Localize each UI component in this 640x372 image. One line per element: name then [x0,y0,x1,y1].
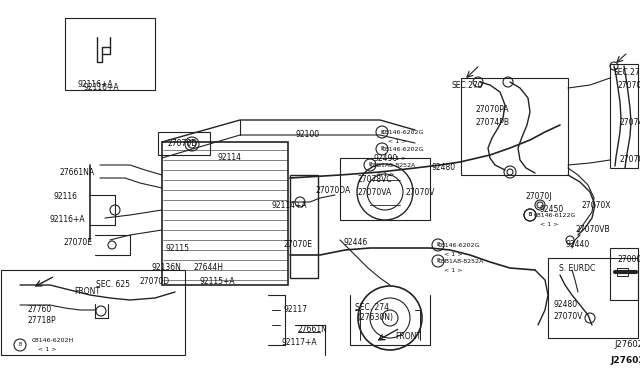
Text: 92116+A: 92116+A [84,83,120,92]
Text: 92480: 92480 [554,300,578,309]
Text: 08146-6202G: 08146-6202G [382,130,424,135]
Text: 92100: 92100 [295,130,319,139]
Text: 08B1A8-8252A: 08B1A8-8252A [370,163,416,168]
Text: 92115: 92115 [165,244,189,253]
Text: 27718P: 27718P [27,316,56,325]
Text: 27070VB: 27070VB [618,81,640,90]
Text: 08B1A8-8252A: 08B1A8-8252A [438,259,484,264]
Text: 08146-6122G: 08146-6122G [534,213,577,218]
Text: B: B [19,343,22,347]
Text: FRONT: FRONT [395,332,421,341]
Text: 27070VB: 27070VB [575,225,610,234]
Text: 27070X: 27070X [619,155,640,164]
Text: 27070V: 27070V [554,312,584,321]
Text: 92117: 92117 [284,305,308,314]
Text: B: B [528,212,532,218]
Bar [1,270,185,355]
Text: 92116: 92116 [54,192,78,201]
Text: B: B [436,243,440,247]
Text: 08146-6202G: 08146-6202G [438,243,481,248]
Text: J2760280: J2760280 [610,356,640,365]
Text: 92114: 92114 [218,153,242,162]
Text: < 1 >: < 1 > [388,139,406,144]
Text: 92446: 92446 [344,238,368,247]
Text: 27760: 27760 [27,305,51,314]
Text: < 1 >: < 1 > [38,347,56,352]
Text: 27070DA: 27070DA [316,186,351,195]
Bar [340,158,430,220]
Text: 27078VC: 27078VC [358,175,392,184]
Text: 92136N: 92136N [152,263,182,272]
Bar [158,132,210,155]
Text: SEC. 274: SEC. 274 [355,303,389,312]
Text: B: B [380,147,384,151]
Text: 27070X: 27070X [582,201,611,210]
Bar [162,142,288,285]
Bar [65,18,155,90]
Bar [610,248,638,300]
Bar [461,78,568,175]
Text: 27070J: 27070J [526,192,552,201]
Text: 08146-6202H: 08146-6202H [32,338,74,343]
Text: 27070E: 27070E [64,238,93,247]
Text: 27661N: 27661N [298,325,328,334]
Text: 27070V: 27070V [406,188,435,197]
Text: 92480: 92480 [432,163,456,172]
Bar [290,175,318,278]
Text: SEC. 625: SEC. 625 [96,280,130,289]
Text: 27661NA: 27661NA [60,168,95,177]
Text: B: B [380,129,384,135]
Text: 27074P: 27074P [619,118,640,127]
Text: 27070D: 27070D [168,139,198,148]
Text: B: B [368,163,372,167]
Text: 92114+A: 92114+A [272,201,308,210]
Text: 27070PA: 27070PA [476,105,509,114]
Text: 92116+A: 92116+A [50,215,86,224]
Text: < 1 >: < 1 > [444,252,462,257]
Text: S. EURDC: S. EURDC [559,264,595,273]
Bar [617,268,628,276]
Bar [548,258,638,338]
Text: 27070D: 27070D [140,277,170,286]
Text: 27070VA: 27070VA [358,188,392,197]
Text: 27644H: 27644H [194,263,224,272]
Text: SEC.270: SEC.270 [452,81,484,90]
Text: 08146-6202G: 08146-6202G [382,147,424,152]
Text: < 1 >: < 1 > [540,222,558,227]
Text: 92490: 92490 [374,154,398,163]
Text: B: B [436,259,440,263]
Text: 92450: 92450 [540,205,564,214]
Text: FRONT: FRONT [74,287,100,296]
Text: 92115+A: 92115+A [200,277,236,286]
Text: (27630N): (27630N) [357,313,393,322]
Text: 92116+A: 92116+A [78,80,114,89]
Text: 27074PB: 27074PB [476,118,510,127]
Text: SEC.270: SEC.270 [614,68,640,77]
Text: J2760280: J2760280 [614,340,640,349]
Bar [610,64,638,168]
Text: 92117+A: 92117+A [282,338,317,347]
Text: < 1 >: < 1 > [376,172,394,177]
Text: B: B [528,212,532,218]
Text: < 1 >: < 1 > [444,268,462,273]
Text: 27000X: 27000X [618,255,640,264]
Text: 92440: 92440 [566,240,590,249]
Text: 27070E: 27070E [283,240,312,249]
Text: < 1 >: < 1 > [388,156,406,161]
